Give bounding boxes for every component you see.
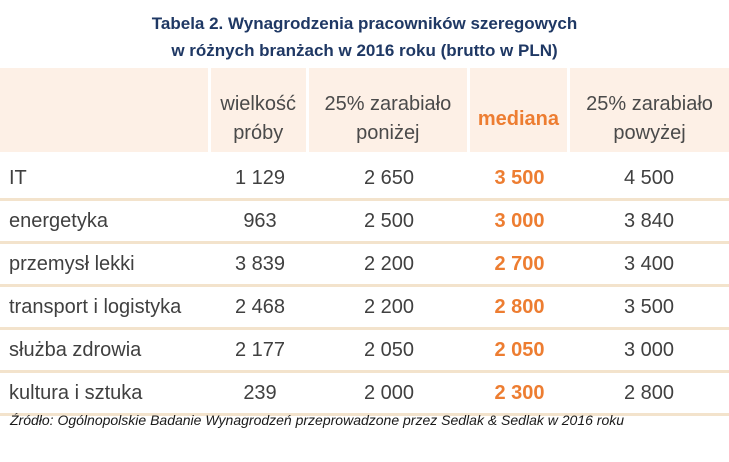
cell-sample-size: 2 468 bbox=[234, 295, 286, 318]
cell-upper-quartile: 3 000 bbox=[623, 338, 675, 361]
cell-branch: transport i logistyka bbox=[9, 295, 182, 318]
header-median-label: mediana bbox=[477, 107, 560, 130]
cell-branch: przemysł lekki bbox=[9, 252, 135, 275]
cell-upper-quartile: 4 500 bbox=[623, 166, 675, 189]
table-row-energetyka: energetyka 963 2 500 3 000 3 840 bbox=[0, 201, 729, 244]
salary-table: wielkość próby 25% zarabiało poniżej med… bbox=[0, 68, 729, 416]
cell-branch: kultura i sztuka bbox=[9, 381, 143, 404]
cell-median: 2 700 bbox=[494, 252, 545, 275]
cell-lower-quartile: 2 200 bbox=[363, 252, 415, 275]
cell-lower-quartile: 2 500 bbox=[363, 209, 415, 232]
header-upper-quartile-line-1: 25% zarabiało bbox=[586, 93, 713, 115]
header-median: mediana bbox=[469, 68, 568, 152]
source-note: Źródło: Ogólnopolskie Badanie Wynagrodze… bbox=[10, 412, 625, 428]
cell-lower-quartile: 2 000 bbox=[363, 381, 415, 404]
table-row-transport-i-logistyka: transport i logistyka 2 468 2 200 2 800 … bbox=[0, 287, 729, 330]
cell-median: 2 050 bbox=[494, 338, 545, 361]
header-lower-quartile: 25% zarabiało poniżej bbox=[308, 68, 467, 152]
cell-branch: IT bbox=[9, 166, 27, 189]
cell-lower-quartile: 2 200 bbox=[363, 295, 415, 318]
cell-branch: energetyka bbox=[9, 209, 108, 232]
cell-upper-quartile: 3 400 bbox=[623, 252, 675, 275]
table-header-row: wielkość próby 25% zarabiało poniżej med… bbox=[0, 68, 729, 152]
table-row-przemysl-lekki: przemysł lekki 3 839 2 200 2 700 3 400 bbox=[0, 244, 729, 287]
table-title-line-1: Tabela 2. Wynagrodzenia pracowników szer… bbox=[151, 14, 578, 33]
table-row-it: IT 1 129 2 650 3 500 4 500 bbox=[0, 158, 729, 201]
cell-lower-quartile: 2 650 bbox=[363, 166, 415, 189]
table-body: IT 1 129 2 650 3 500 4 500 energetyka 96… bbox=[0, 158, 729, 416]
cell-sample-size: 1 129 bbox=[234, 166, 286, 189]
header-lower-quartile-line-2: poniżej bbox=[356, 122, 420, 144]
header-sample-size-line-2: próby bbox=[233, 122, 284, 144]
cell-lower-quartile: 2 050 bbox=[363, 338, 415, 361]
table-row-sluzba-zdrowia: służba zdrowia 2 177 2 050 2 050 3 000 bbox=[0, 330, 729, 373]
table-title-line-2: w różnych branżach w 2016 roku (brutto w… bbox=[171, 41, 558, 60]
header-lower-quartile-line-1: 25% zarabiało bbox=[324, 93, 452, 115]
cell-median: 3 000 bbox=[494, 209, 545, 232]
cell-branch: służba zdrowia bbox=[9, 338, 142, 361]
header-upper-quartile-line-2: powyżej bbox=[613, 122, 686, 144]
table-title: Tabela 2. Wynagrodzenia pracowników szer… bbox=[0, 10, 729, 64]
header-branch bbox=[0, 68, 208, 152]
cell-median: 2 300 bbox=[494, 381, 545, 404]
cell-sample-size: 3 839 bbox=[234, 252, 286, 275]
header-sample-size: wielkość próby bbox=[210, 68, 306, 152]
cell-sample-size: 2 177 bbox=[234, 338, 286, 361]
cell-median: 3 500 bbox=[494, 166, 545, 189]
cell-upper-quartile: 3 840 bbox=[623, 209, 675, 232]
cell-median: 2 800 bbox=[494, 295, 545, 318]
cell-sample-size: 239 bbox=[243, 381, 277, 404]
table-row-kultura-i-sztuka: kultura i sztuka 239 2 000 2 300 2 800 bbox=[0, 373, 729, 416]
header-upper-quartile: 25% zarabiało powyżej bbox=[570, 68, 729, 152]
cell-upper-quartile: 2 800 bbox=[623, 381, 675, 404]
header-sample-size-line-1: wielkość bbox=[220, 93, 296, 115]
cell-upper-quartile: 3 500 bbox=[623, 295, 675, 318]
cell-sample-size: 963 bbox=[243, 209, 277, 232]
